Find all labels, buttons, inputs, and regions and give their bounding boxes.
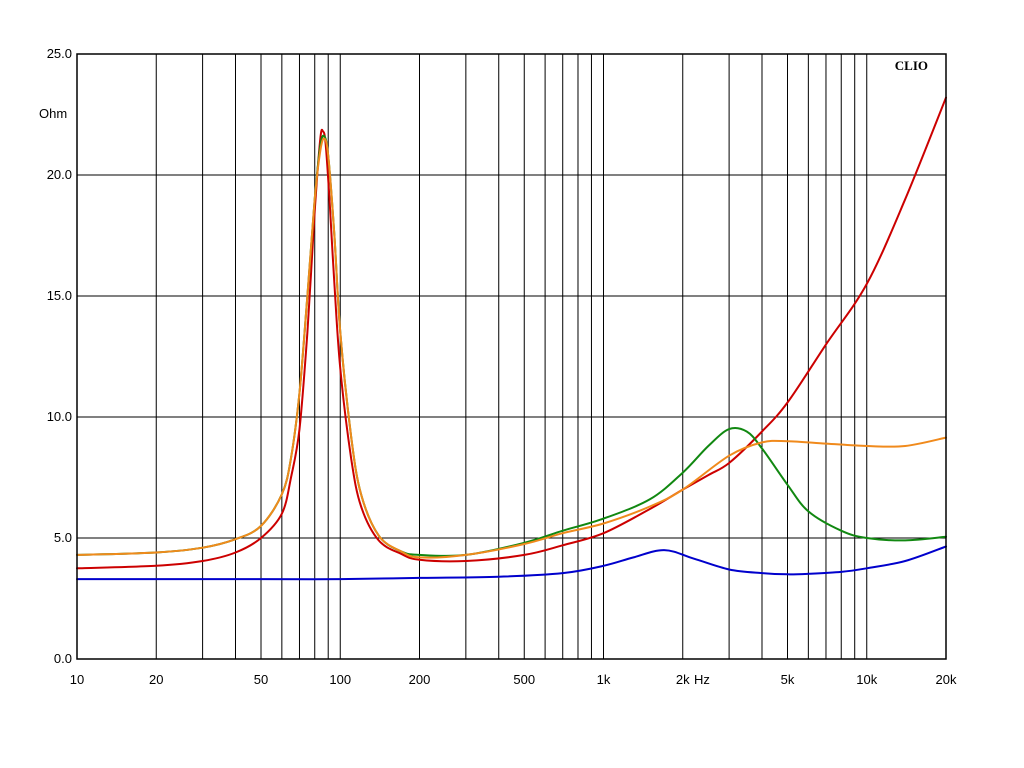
x-tick-label: 20k	[936, 672, 957, 687]
x-tick-label: 20	[149, 672, 163, 687]
impedance-curve-2	[76, 96, 947, 570]
x-tick-labels: 10 20 50 100 200 500 1k 2k 5k 10k 20k	[70, 672, 957, 687]
clio-brand: CLIO	[895, 58, 928, 73]
x-axis-unit: Hz	[694, 672, 710, 687]
y-tick-labels: 0.0 5.0 10.0 15.0 20.0 25.0	[47, 46, 72, 666]
y-tick-label: 25.0	[47, 46, 72, 61]
impedance-curve-3	[76, 134, 947, 557]
x-tick-label: 1k	[597, 672, 611, 687]
x-tick-label: 5k	[781, 672, 795, 687]
x-tick-label: 500	[513, 672, 535, 687]
x-tick-label: 100	[329, 672, 351, 687]
y-axis-label: Ohm	[39, 106, 67, 121]
y-tick-label: 20.0	[47, 167, 72, 182]
impedance-curves	[76, 96, 947, 581]
grid-lines	[77, 54, 946, 659]
y-tick-label: 15.0	[47, 288, 72, 303]
x-tick-label: 50	[254, 672, 268, 687]
impedance-curve-4	[76, 137, 947, 559]
y-tick-label: 5.0	[54, 530, 72, 545]
x-tick-label: 200	[409, 672, 431, 687]
impedance-curve-1	[76, 545, 947, 581]
y-tick-label: 0.0	[54, 651, 72, 666]
x-tick-label: 2k	[676, 672, 690, 687]
y-tick-label: 10.0	[47, 409, 72, 424]
plot-frame	[76, 53, 947, 660]
x-tick-label: 10	[70, 672, 84, 687]
x-tick-label: 10k	[856, 672, 877, 687]
